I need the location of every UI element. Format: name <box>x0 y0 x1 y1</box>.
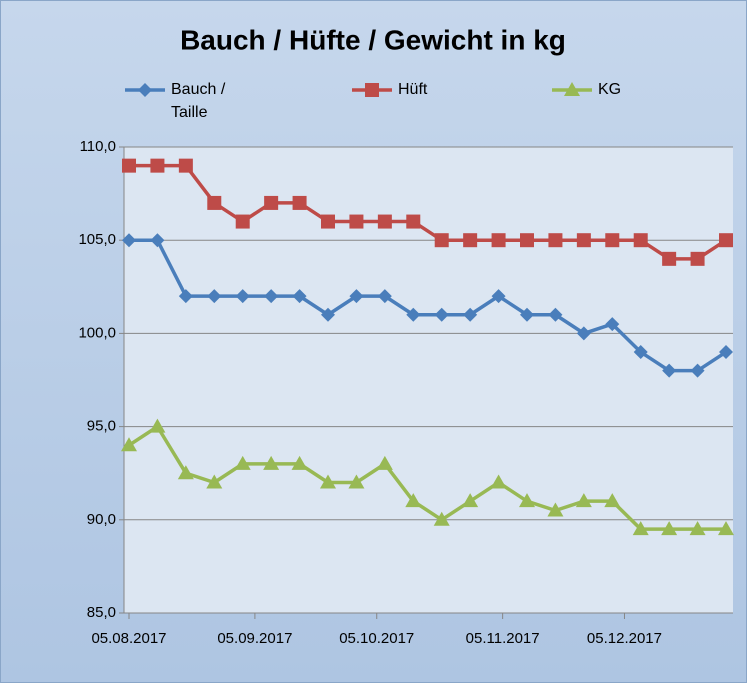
data-point <box>321 307 335 322</box>
data-point <box>178 289 193 304</box>
data-point <box>178 158 193 173</box>
data-point <box>548 233 563 248</box>
data-point <box>349 214 364 229</box>
data-point <box>605 317 620 332</box>
data-point <box>292 289 307 304</box>
series-line <box>129 163 727 261</box>
data-point <box>292 195 307 210</box>
data-point <box>718 521 734 536</box>
data-point <box>264 195 279 210</box>
legend-marker <box>564 82 580 96</box>
data-point <box>662 251 677 266</box>
data-point <box>321 214 335 229</box>
data-point <box>604 493 621 508</box>
x-tick-label: 05.10.2017 <box>339 630 414 647</box>
x-tick-label: 05.11.2017 <box>466 630 540 647</box>
data-point <box>434 233 449 248</box>
legend-label: Hüft <box>398 81 428 98</box>
data-point <box>548 307 563 322</box>
data-point <box>207 195 222 210</box>
data-point <box>122 158 136 173</box>
data-point <box>405 493 422 508</box>
data-point <box>234 455 251 470</box>
legend-marker <box>365 83 379 97</box>
x-tick-label: 05.09.2017 <box>217 630 292 647</box>
data-point <box>377 214 392 229</box>
y-tick-label: 95,0 <box>87 418 116 435</box>
data-point <box>150 233 165 248</box>
data-point <box>690 363 705 378</box>
data-point <box>348 474 365 489</box>
data-point <box>520 233 534 248</box>
data-point <box>235 289 250 304</box>
data-point <box>150 158 165 173</box>
data-point <box>463 307 478 322</box>
data-point <box>547 502 564 517</box>
data-point <box>576 326 591 341</box>
data-point <box>320 474 336 489</box>
chart-title: Bauch / Hüfte / Gewicht in kg <box>180 24 566 55</box>
data-point <box>605 233 620 248</box>
data-point <box>633 233 648 248</box>
data-point <box>662 363 677 378</box>
legend-label: Bauch / Taille <box>171 81 226 121</box>
x-tick-label: 05.08.2017 <box>91 630 166 647</box>
series-line <box>129 238 727 373</box>
legend-label: KG <box>598 81 622 98</box>
y-tick-label: 90,0 <box>87 511 116 528</box>
data-point <box>661 521 678 536</box>
data-point <box>349 289 364 304</box>
legend-marker <box>138 83 152 97</box>
y-tick-label: 100,0 <box>78 324 116 341</box>
data-point <box>406 307 421 322</box>
data-point <box>463 233 478 248</box>
data-point <box>689 521 706 536</box>
data-point <box>377 289 392 304</box>
data-point <box>434 307 449 322</box>
data-point <box>690 251 705 266</box>
data-point <box>291 455 308 470</box>
plot-area <box>124 147 733 613</box>
x-tick-label: 05.12.2017 <box>587 630 662 647</box>
data-point <box>149 418 166 433</box>
data-point <box>491 233 506 248</box>
data-point <box>376 455 393 470</box>
y-tick-label: 85,0 <box>87 604 116 621</box>
series-line <box>128 424 726 531</box>
data-point <box>177 465 194 480</box>
data-point <box>235 214 250 229</box>
y-tick-label: 110,0 <box>80 138 116 155</box>
data-point <box>121 437 137 452</box>
data-point <box>719 345 733 360</box>
data-point <box>122 233 136 248</box>
data-point <box>207 289 222 304</box>
data-point <box>633 345 648 360</box>
data-point <box>576 233 591 248</box>
data-point <box>263 455 280 470</box>
data-point <box>519 493 535 508</box>
data-point <box>462 493 479 508</box>
data-point <box>575 493 592 508</box>
data-point <box>490 474 507 489</box>
data-point <box>520 307 534 322</box>
data-point <box>433 511 450 526</box>
y-tick-label: 105,0 <box>78 231 116 248</box>
data-point <box>206 474 223 489</box>
data-point <box>264 289 279 304</box>
data-point <box>491 289 506 304</box>
data-point <box>632 521 649 536</box>
data-point <box>406 214 421 229</box>
data-point <box>719 233 733 248</box>
